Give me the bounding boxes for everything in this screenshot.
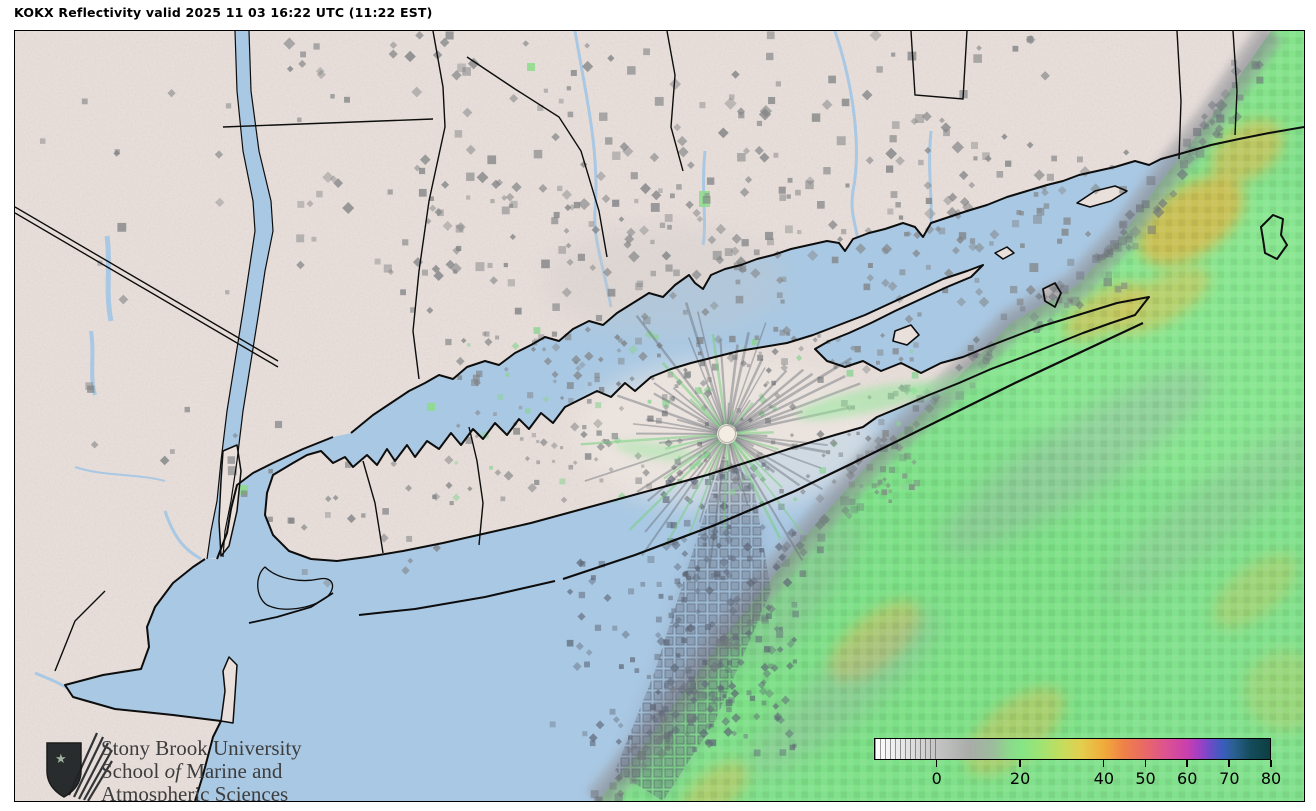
connecticut-coast [350,126,1304,434]
stony-brook-shield-icon: ★ [46,732,113,801]
east-river-shore [216,436,334,560]
radar-site-marker [718,425,736,443]
colorbar-tick-label: 20 [1009,769,1031,788]
fire-island-barrier [562,322,1144,581]
colorbar-tick-label: 70 [1219,769,1240,788]
colorbar-tick [1144,760,1147,767]
branding-line3: Atmospheric Sciences [101,782,289,802]
colorbar-tick [935,760,938,767]
state-county-borders [15,31,1238,672]
colorbar-gradient [874,738,1271,760]
jamaica-bay [257,567,333,610]
colorbar-tick [1102,760,1105,767]
rockaway-barrier [248,592,334,624]
colorbar-tick [1186,760,1188,767]
stony-brook-branding: ★ Stony Brook University School of Marin… [41,731,371,802]
colorbar-tick [1019,760,1021,767]
colorbar-tick-label: 60 [1177,769,1198,788]
map-canvas [15,31,1304,801]
sandy-hook [221,657,237,723]
map-title: KOKX Reflectivity valid 2025 11 03 16:22… [14,5,433,20]
hudson-river [207,31,273,559]
colorbar-hatch-region [875,739,939,759]
reflectivity-colorbar: 0 20 40 50 60 70 80 [874,738,1281,798]
fishers-island [1077,186,1127,207]
colorbar-tick-label: 0 [931,769,942,788]
radar-spokes [580,302,861,569]
colorbar-tick-label: 50 [1135,769,1156,788]
coastlines [64,31,1304,801]
block-island-outline [1260,214,1288,260]
hudson-east-bank [222,31,274,558]
colorbar-tick [1228,760,1230,767]
branding-line2: School of Marine and [101,759,283,783]
branding-line1: Stony Brook University [101,736,302,760]
colorbar-tick-label: 40 [1093,769,1115,788]
colorbar-tick [1270,760,1272,767]
radar-map: 0 20 40 50 60 70 80 ★ Stony Brook University S… [14,30,1305,802]
green-streaks [615,363,1064,461]
long-beach-barrier [358,580,556,616]
branding-text: Stony Brook University School of Marine … [101,737,302,802]
hudson-west-bank [206,31,256,560]
new-jersey-coast [64,558,222,801]
shield-star-icon: ★ [55,752,67,767]
colorbar-tick-label: 80 [1260,769,1282,788]
